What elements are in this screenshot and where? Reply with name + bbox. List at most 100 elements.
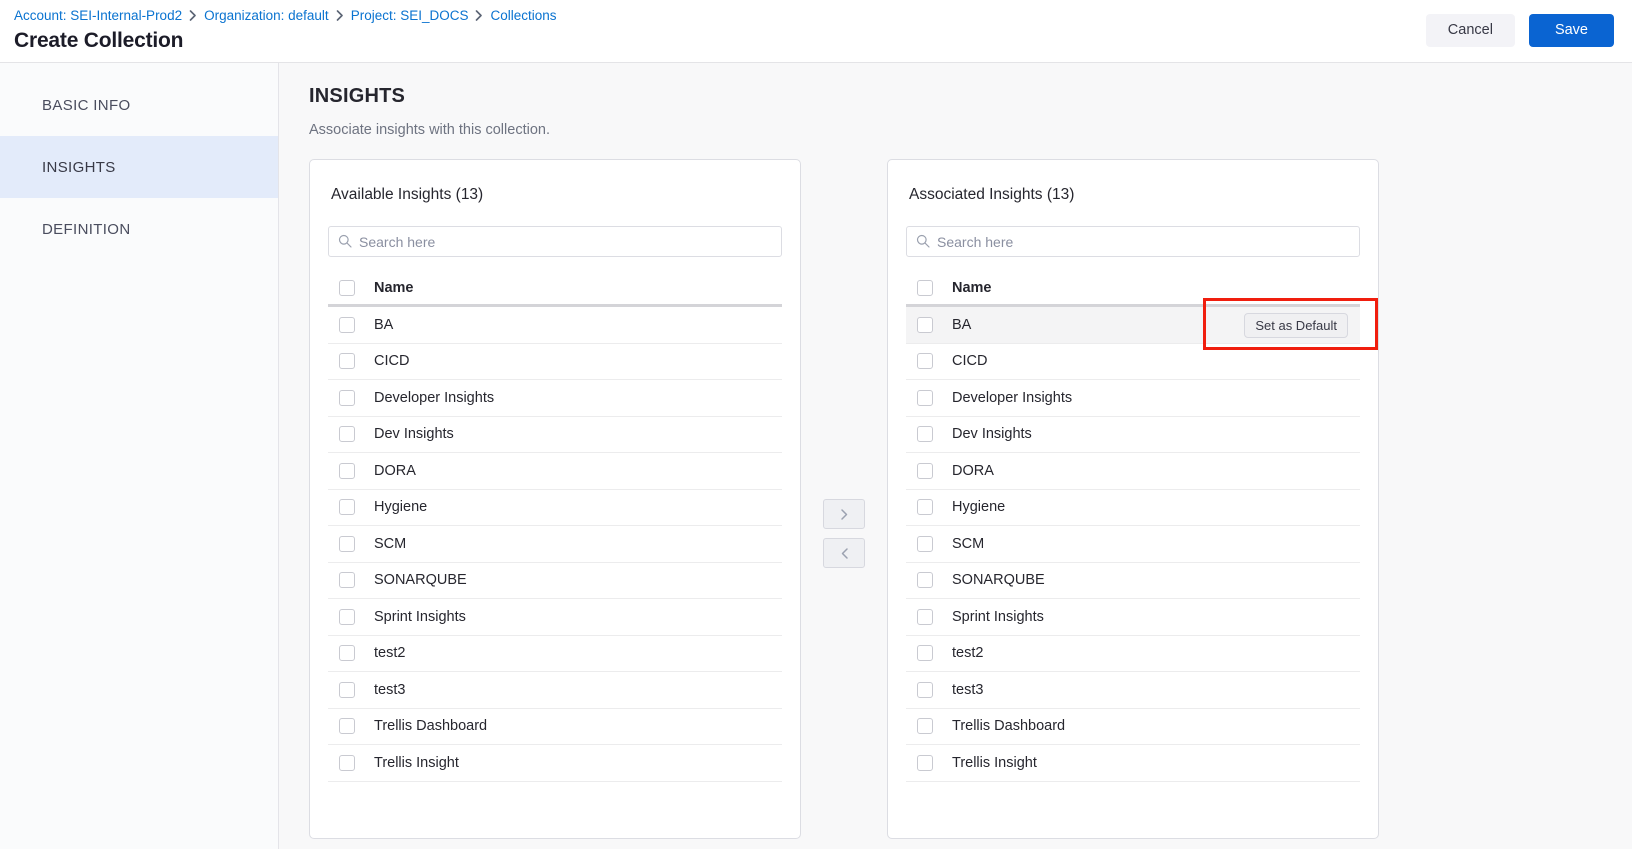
row-checkbox-cell — [906, 389, 952, 406]
table-row[interactable]: test2 — [328, 636, 782, 672]
row-checkbox-cell — [328, 572, 374, 589]
table-row[interactable]: CICD — [906, 344, 1360, 380]
table-row[interactable]: SONARQUBE — [328, 563, 782, 599]
table-row[interactable]: BA — [328, 307, 782, 344]
row-name: test2 — [952, 645, 984, 662]
row-checkbox[interactable] — [917, 462, 933, 479]
row-checkbox-cell — [906, 645, 952, 662]
row-name: Trellis Dashboard — [374, 718, 488, 735]
section-subtitle: Associate insights with this collection. — [309, 122, 550, 138]
table-row[interactable]: DORA — [906, 453, 1360, 490]
row-checkbox[interactable] — [339, 608, 355, 625]
row-checkbox[interactable] — [917, 499, 933, 516]
move-right-button[interactable] — [823, 499, 865, 529]
row-name: Developer Insights — [952, 389, 1073, 406]
chevron-left-icon — [841, 547, 848, 559]
row-name: Trellis Insight — [952, 754, 1037, 771]
row-checkbox[interactable] — [339, 462, 355, 479]
row-checkbox[interactable] — [339, 718, 355, 735]
table-row[interactable]: SCM — [328, 526, 782, 563]
column-header-name: Name — [374, 279, 414, 296]
row-name: Developer Insights — [374, 389, 495, 406]
row-checkbox-cell — [906, 754, 952, 771]
row-checkbox[interactable] — [339, 426, 355, 443]
table-row[interactable]: Trellis Dashboard — [328, 709, 782, 745]
row-checkbox[interactable] — [917, 353, 933, 370]
table-row[interactable]: Dev Insights — [906, 417, 1360, 453]
table-row[interactable]: Hygiene — [328, 490, 782, 526]
save-button[interactable]: Save — [1528, 14, 1614, 47]
row-checkbox[interactable] — [917, 572, 933, 589]
table-row[interactable]: Trellis Insight — [328, 745, 782, 782]
table-row[interactable]: Hygiene — [906, 490, 1360, 526]
select-all-checkbox[interactable] — [917, 279, 933, 296]
associated-search-input[interactable] — [906, 226, 1360, 257]
row-checkbox[interactable] — [917, 608, 933, 625]
table-row[interactable]: Trellis Dashboard — [906, 709, 1360, 745]
row-checkbox-cell — [906, 681, 952, 698]
table-row[interactable]: Trellis Insight — [906, 745, 1360, 782]
table-header-row: Name — [328, 271, 782, 307]
table-row[interactable]: Developer Insights — [906, 380, 1360, 417]
table-row[interactable]: SCM — [906, 526, 1360, 563]
breadcrumb-item-project[interactable]: Project: SEI_DOCS — [350, 8, 469, 23]
row-checkbox[interactable] — [339, 645, 355, 662]
row-checkbox[interactable] — [917, 681, 933, 698]
table-row[interactable]: BA Set as Default — [906, 307, 1360, 344]
row-checkbox[interactable] — [339, 389, 355, 406]
row-checkbox-cell — [906, 499, 952, 516]
body: BASIC INFO INSIGHTS DEFINITION INSIGHTS … — [0, 63, 1632, 849]
row-checkbox[interactable] — [917, 718, 933, 735]
sidebar-item-basic-info[interactable]: BASIC INFO — [0, 74, 278, 136]
row-checkbox[interactable] — [339, 499, 355, 516]
row-checkbox[interactable] — [917, 535, 933, 552]
sidebar-item-definition[interactable]: DEFINITION — [0, 198, 278, 260]
row-checkbox[interactable] — [339, 535, 355, 552]
available-insights-panel: Available Insights (13) Name — [309, 159, 801, 839]
row-checkbox-cell — [328, 426, 374, 443]
table-row[interactable]: test3 — [328, 672, 782, 709]
table-header-row: Name — [906, 271, 1360, 307]
row-checkbox[interactable] — [917, 645, 933, 662]
row-checkbox[interactable] — [917, 426, 933, 443]
row-checkbox[interactable] — [917, 754, 933, 771]
row-checkbox[interactable] — [339, 681, 355, 698]
row-name: Sprint Insights — [374, 608, 466, 625]
associated-insights-panel: Associated Insights (13) Name — [887, 159, 1379, 839]
row-checkbox[interactable] — [339, 316, 355, 333]
table-row[interactable]: Sprint Insights — [328, 599, 782, 636]
breadcrumb-item-collections[interactable]: Collections — [490, 8, 557, 23]
table-row[interactable]: CICD — [328, 344, 782, 380]
set-as-default-button[interactable]: Set as Default — [1244, 313, 1348, 338]
table-row[interactable]: test2 — [906, 636, 1360, 672]
row-checkbox-cell — [906, 572, 952, 589]
row-checkbox[interactable] — [339, 572, 355, 589]
row-checkbox[interactable] — [917, 316, 933, 333]
sidebar-item-insights[interactable]: INSIGHTS — [0, 136, 278, 198]
associated-insights-table: Name BA Set as Default CICD — [906, 271, 1360, 782]
row-checkbox[interactable] — [339, 754, 355, 771]
row-checkbox-cell — [328, 535, 374, 552]
row-name: Dev Insights — [952, 426, 1032, 443]
move-left-button[interactable] — [823, 538, 865, 568]
row-checkbox[interactable] — [917, 389, 933, 406]
page-title: Create Collection — [14, 29, 184, 52]
row-name: SCM — [952, 535, 985, 552]
table-row[interactable]: Dev Insights — [328, 417, 782, 453]
table-row[interactable]: Developer Insights — [328, 380, 782, 417]
breadcrumb-item-account[interactable]: Account: SEI-Internal-Prod2 — [14, 8, 183, 23]
table-row[interactable]: test3 — [906, 672, 1360, 709]
row-checkbox-cell — [328, 754, 374, 771]
row-name: BA — [952, 316, 972, 333]
row-name: test3 — [374, 681, 406, 698]
row-checkbox[interactable] — [339, 353, 355, 370]
select-all-checkbox[interactable] — [339, 279, 355, 296]
row-name: Trellis Dashboard — [952, 718, 1066, 735]
table-row[interactable]: DORA — [328, 453, 782, 490]
breadcrumb-item-organization[interactable]: Organization: default — [204, 8, 329, 23]
table-row[interactable]: Sprint Insights — [906, 599, 1360, 636]
table-row[interactable]: SONARQUBE — [906, 563, 1360, 599]
available-search-input[interactable] — [328, 226, 782, 257]
row-checkbox-cell — [906, 608, 952, 625]
cancel-button[interactable]: Cancel — [1425, 14, 1515, 47]
